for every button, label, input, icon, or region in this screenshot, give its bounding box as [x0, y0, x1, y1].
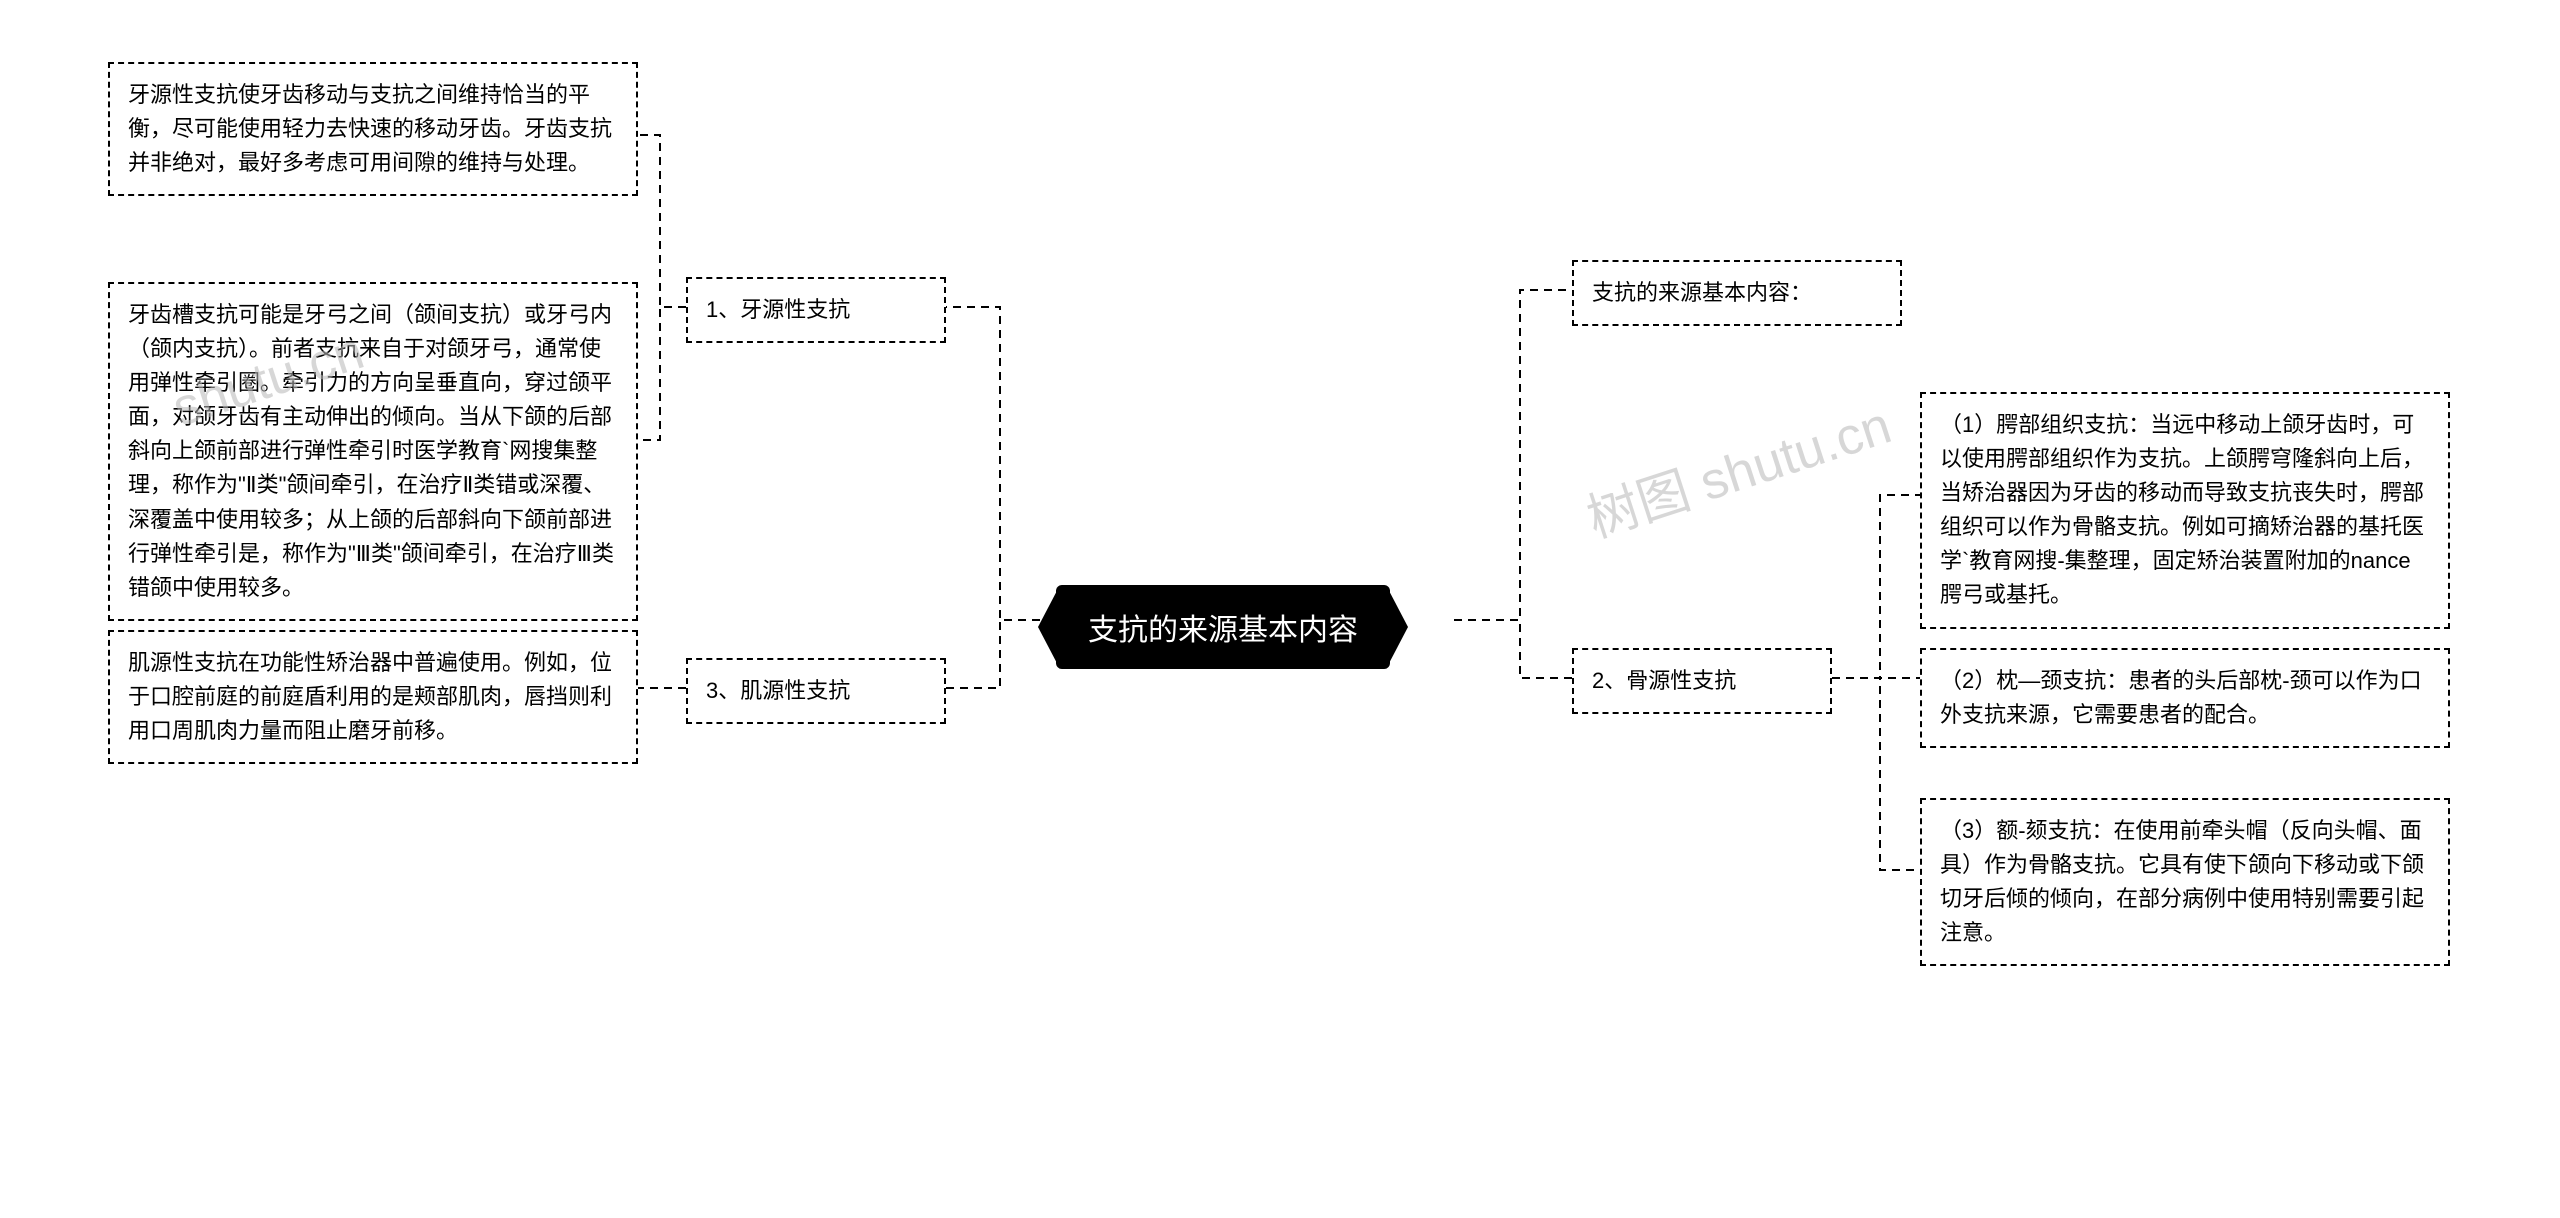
branch-3-muscle: 3、肌源性支抗 [686, 658, 946, 724]
leaf-3: 肌源性支抗在功能性矫治器中普遍使用。例如，位于口腔前庭的前庭盾利用的是颊部肌肉，… [108, 630, 638, 764]
branch-2-bone: 2、骨源性支抗 [1572, 648, 1832, 714]
leaf-2c-text: （3）额-颏支抗：在使用前牵头帽（反向头帽、面具）作为骨骼支抗。它具有使下颌向下… [1940, 818, 2424, 945]
leaf-1b: 牙齿槽支抗可能是牙弓之间（颌间支抗）或牙弓内（颌内支抗）。前者支抗来自于对颌牙弓… [108, 282, 638, 621]
leaf-2a: （1）腭部组织支抗：当远中移动上颌牙齿时，可以使用腭部组织作为支抗。上颌腭穹隆斜… [1920, 392, 2450, 629]
leaf-2c: （3）额-颏支抗：在使用前牵头帽（反向头帽、面具）作为骨骼支抗。它具有使下颌向下… [1920, 798, 2450, 966]
center-label: 支抗的来源基本内容 [1088, 614, 1358, 647]
branch-1-label: 1、牙源性支抗 [706, 297, 850, 322]
leaf-2b: （2）枕—颈支抗：患者的头后部枕-颈可以作为口外支抗来源，它需要患者的配合。 [1920, 648, 2450, 748]
leaf-3-text: 肌源性支抗在功能性矫治器中普遍使用。例如，位于口腔前庭的前庭盾利用的是颊部肌肉，… [128, 650, 612, 743]
leaf-1b-text: 牙齿槽支抗可能是牙弓之间（颌间支抗）或牙弓内（颌内支抗）。前者支抗来自于对颌牙弓… [128, 302, 614, 600]
leaf-2b-text: （2）枕—颈支抗：患者的头后部枕-颈可以作为口外支抗来源，它需要患者的配合。 [1940, 668, 2422, 727]
leaf-2a-text: （1）腭部组织支抗：当远中移动上颌牙齿时，可以使用腭部组织作为支抗。上颌腭穹隆斜… [1940, 412, 2424, 607]
branch-2-label: 2、骨源性支抗 [1592, 668, 1736, 693]
center-node: 支抗的来源基本内容 [1056, 585, 1390, 669]
leaf-1a-text: 牙源性支抗使牙齿移动与支抗之间维持恰当的平衡，尽可能使用轻力去快速的移动牙齿。牙… [128, 82, 612, 175]
branch-3-label: 3、肌源性支抗 [706, 678, 850, 703]
branch-1-dental: 1、牙源性支抗 [686, 277, 946, 343]
right-top-label: 支抗的来源基本内容： [1592, 280, 1812, 305]
leaf-1a: 牙源性支抗使牙齿移动与支抗之间维持恰当的平衡，尽可能使用轻力去快速的移动牙齿。牙… [108, 62, 638, 196]
right-top-node: 支抗的来源基本内容： [1572, 260, 1902, 326]
watermark-2: 树图 shutu.cn [1576, 383, 1899, 552]
